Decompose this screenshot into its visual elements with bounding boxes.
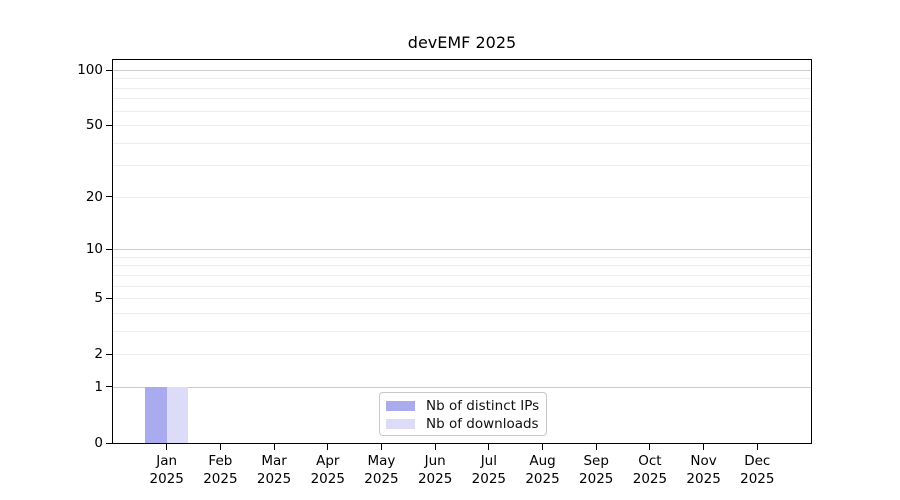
y-gridline-minor xyxy=(113,98,811,100)
y-tick-label: 5 xyxy=(94,290,103,307)
x-axis-tick xyxy=(273,444,275,450)
legend-swatch-distinct-ips-icon xyxy=(386,401,415,411)
y-axis-tick xyxy=(106,386,112,388)
x-axis-tick xyxy=(595,444,597,450)
x-tick-label: Dec 2025 xyxy=(725,452,789,488)
y-gridline-major xyxy=(113,70,811,71)
y-gridline-minor xyxy=(113,142,811,144)
x-tick-label: Mar 2025 xyxy=(242,452,306,488)
y-tick-label: 0 xyxy=(94,435,103,451)
x-tick-year: 2025 xyxy=(686,471,721,487)
y-axis-tick xyxy=(106,297,112,299)
x-tick-label: Jun 2025 xyxy=(403,452,467,488)
x-tick-label: Oct 2025 xyxy=(618,452,682,488)
x-axis-tick xyxy=(434,444,436,450)
x-axis-tick xyxy=(488,444,490,450)
x-tick-year: 2025 xyxy=(364,471,399,487)
y-gridline-minor xyxy=(113,354,811,356)
y-gridline-minor xyxy=(113,298,811,300)
x-axis-tick xyxy=(756,444,758,450)
x-tick-year: 2025 xyxy=(579,471,614,487)
x-tick-label: Jan 2025 xyxy=(135,452,199,488)
x-tick-year: 2025 xyxy=(310,471,345,487)
y-gridline-major xyxy=(113,249,811,251)
x-tick-year: 2025 xyxy=(632,471,668,487)
legend-label-downloads: Nb of downloads xyxy=(426,416,539,432)
x-tick-year: 2025 xyxy=(256,471,292,487)
bar-nb-of-distinct-ips xyxy=(145,386,167,443)
x-axis-tick xyxy=(542,444,544,450)
y-gridline-minor xyxy=(113,196,811,198)
y-gridline-major xyxy=(113,386,811,388)
y-axis-tick xyxy=(106,196,112,198)
legend-item-distinct-ips: Nb of distinct IPs xyxy=(386,397,540,415)
x-tick-label: May 2025 xyxy=(349,452,413,488)
x-axis-tick xyxy=(649,444,651,450)
plot-area: 0 1 2 5 10 20 50 100 Jan 2025 Feb 2025 Mar 2025 Apr 202… xyxy=(77,59,812,487)
legend-item-downloads: Nb of downloads xyxy=(386,415,539,433)
y-axis-tick xyxy=(106,353,112,355)
y-tick-label: 50 xyxy=(85,117,103,134)
y-axis-tick xyxy=(106,124,112,126)
y-gridline-minor xyxy=(113,87,811,89)
x-tick-label: Nov 2025 xyxy=(672,452,736,488)
x-tick-year: 2025 xyxy=(740,471,775,487)
y-tick-label: 1 xyxy=(94,378,103,395)
x-tick-label: Jul 2025 xyxy=(457,452,521,488)
legend-label-distinct-ips: Nb of distinct IPs xyxy=(426,398,540,414)
y-tick-label: 2 xyxy=(94,346,103,363)
x-tick-year: 2025 xyxy=(417,471,453,487)
x-axis-tick xyxy=(703,444,705,450)
y-gridline-minor xyxy=(113,256,811,258)
x-axis-tick xyxy=(380,444,382,450)
x-axis-tick xyxy=(327,444,329,450)
x-tick-year: 2025 xyxy=(203,471,238,487)
legend-swatch-downloads-icon xyxy=(386,419,415,429)
y-gridline-minor xyxy=(113,125,811,127)
y-tick-label: 20 xyxy=(85,188,103,205)
x-tick-label: Aug 2025 xyxy=(511,452,575,488)
y-gridline-minor xyxy=(113,285,811,287)
y-tick-label: 10 xyxy=(85,241,103,258)
y-gridline-minor xyxy=(113,78,811,80)
x-axis-tick xyxy=(166,444,168,450)
y-axis-tick xyxy=(106,442,112,444)
x-tick-label: Sep 2025 xyxy=(564,452,628,488)
chart-title: devEMF 2025 xyxy=(407,33,517,52)
x-axis-tick xyxy=(219,444,221,450)
x-tick-label: Feb 2025 xyxy=(188,452,252,488)
y-gridline-minor xyxy=(113,110,811,112)
y-gridline-minor xyxy=(113,330,811,332)
y-axis-tick xyxy=(106,248,112,250)
y-axis-tick xyxy=(106,69,112,71)
y-gridline-minor xyxy=(113,274,811,276)
x-tick-year: 2025 xyxy=(525,471,560,487)
y-gridline-minor xyxy=(113,265,811,267)
legend: Nb of distinct IPs Nb of downloads xyxy=(379,392,547,436)
x-tick-year: 2025 xyxy=(471,471,507,487)
x-tick-year: 2025 xyxy=(149,471,184,487)
y-gridline-minor xyxy=(113,165,811,167)
x-tick-label: Apr 2025 xyxy=(296,452,360,488)
y-gridline-minor xyxy=(113,312,811,314)
bar-nb-of-downloads xyxy=(166,386,189,443)
y-tick-label: 100 xyxy=(77,62,103,78)
